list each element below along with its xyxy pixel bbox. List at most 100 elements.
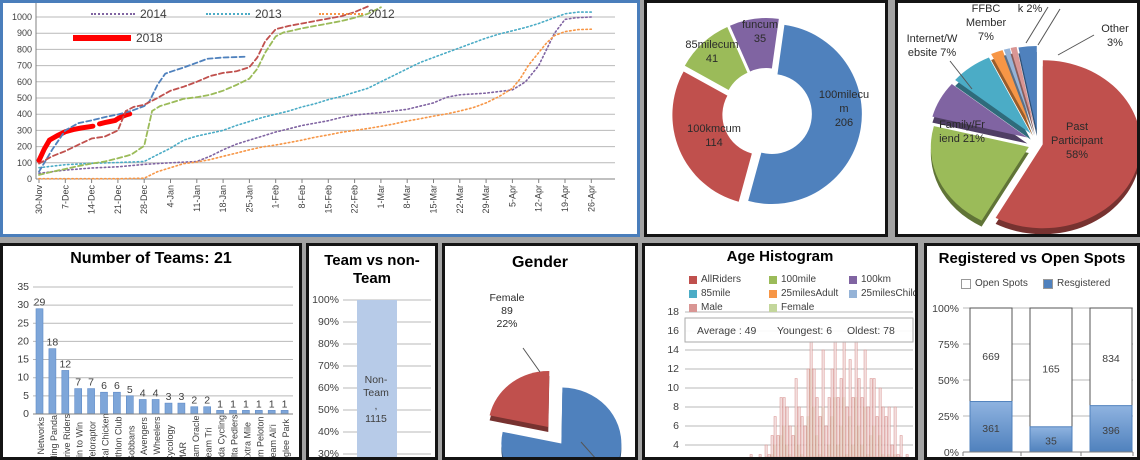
hist-bar[interactable] <box>839 378 843 458</box>
hist-bar[interactable] <box>797 406 801 457</box>
hist-bar[interactable] <box>782 397 786 458</box>
team-bar[interactable] <box>100 391 108 415</box>
hist-bar[interactable] <box>791 435 795 458</box>
hist-bar[interactable] <box>812 368 816 457</box>
team-bar[interactable] <box>35 308 44 415</box>
hist-bar[interactable] <box>776 435 780 458</box>
hist-bar[interactable] <box>803 425 807 457</box>
legend-item-Male[interactable]: Male <box>689 302 723 313</box>
team-bar[interactable] <box>151 399 160 415</box>
referral-slice-sliver[interactable] <box>1003 48 1035 130</box>
hist-bar[interactable] <box>899 435 903 458</box>
hist-bar[interactable] <box>878 387 882 457</box>
series-unlabeled-green-dashed[interactable] <box>38 6 382 176</box>
chart-referral-panel[interactable]: Past Participant 58% Family/Friend 21% Int… <box>895 0 1140 237</box>
team-bar[interactable] <box>61 370 70 415</box>
team-bar[interactable] <box>216 410 224 415</box>
legend-item-2014[interactable]: 2014 <box>91 7 167 21</box>
hist-bar[interactable] <box>758 454 762 458</box>
team-bar[interactable] <box>190 406 199 415</box>
hist-bar[interactable] <box>827 397 831 458</box>
legend-item-Open Spots[interactable]: Open Spots <box>961 278 1028 289</box>
donut-slice-funcum[interactable] <box>729 18 779 72</box>
team-bar[interactable] <box>177 402 186 415</box>
legend-item-Resgistered[interactable]: Resgistered <box>1043 278 1110 289</box>
hist-bar[interactable] <box>896 454 900 458</box>
hist-bar[interactable] <box>860 397 864 458</box>
hist-bar[interactable] <box>818 416 822 458</box>
nonteam-segment[interactable] <box>357 300 397 457</box>
team-bar[interactable] <box>255 410 263 415</box>
referral-slice-FFBC Member[interactable] <box>955 57 1031 134</box>
hist-bar[interactable] <box>845 406 849 457</box>
referral-slice-k[interactable] <box>991 50 1033 130</box>
team-bar[interactable] <box>164 402 173 415</box>
referral-slice-Internet/Website[interactable] <box>932 84 1028 138</box>
donut-slice-85milecum[interactable] <box>684 26 748 90</box>
legend-item-2013[interactable]: 2013 <box>206 7 282 21</box>
hist-bar[interactable] <box>833 340 837 458</box>
hist-bar[interactable] <box>800 416 804 458</box>
hist-bar[interactable] <box>869 378 873 458</box>
hist-bar[interactable] <box>851 397 855 458</box>
hist-bar[interactable] <box>857 378 861 458</box>
hist-bar[interactable] <box>875 416 879 458</box>
legend-item-Female[interactable]: Female <box>769 302 814 313</box>
hist-bar[interactable] <box>794 378 798 458</box>
chart-registered-panel[interactable]: Registered vs Open Spots 100% 75% 50% 25% 0%… <box>924 243 1140 460</box>
team-bar[interactable] <box>126 395 134 415</box>
legend-item-AllRiders[interactable]: AllRiders <box>689 274 741 285</box>
hist-bar[interactable] <box>815 397 819 458</box>
hist-bar[interactable] <box>809 330 813 457</box>
hist-bar[interactable] <box>863 349 867 457</box>
legend-item-100mile[interactable]: 100mile <box>769 274 816 285</box>
referral-slice-Family/Friend[interactable] <box>930 126 1029 221</box>
gender-slice-male[interactable] <box>501 387 622 457</box>
chart-registrations-panel[interactable]: 0 100 200 300 400 500 600 700 800 900 1000 30-Nov 7-… <box>0 0 640 237</box>
hist-bar[interactable] <box>830 368 834 457</box>
registered-segment[interactable] <box>1029 426 1073 453</box>
legend-item-2012[interactable]: 2012 <box>319 7 395 21</box>
hist-bar[interactable] <box>887 406 891 457</box>
hist-bar[interactable] <box>770 435 774 458</box>
chart-rider-type-panel[interactable]: 100milecum 206 100kmcum 114 85milecum 41 fu… <box>644 0 888 237</box>
legend-item-25milesAdult[interactable]: 25milesAdult <box>769 288 838 299</box>
hist-bar[interactable] <box>821 349 825 457</box>
series-2012[interactable] <box>38 28 593 180</box>
team-bar[interactable] <box>229 410 237 415</box>
legend-item-25milesChild[interactable]: 25milesChild <box>849 288 915 299</box>
team-bar[interactable] <box>267 410 276 415</box>
hist-bar[interactable] <box>881 406 885 457</box>
series-2018[interactable] <box>97 111 133 127</box>
team-bar[interactable] <box>138 399 147 415</box>
hist-bar[interactable] <box>893 406 897 457</box>
hist-bar[interactable] <box>854 340 858 458</box>
series-unlabeled-darkred-dashed[interactable] <box>38 5 369 165</box>
hist-bar[interactable] <box>890 444 894 457</box>
hist-bar[interactable] <box>779 397 783 458</box>
referral-slice-sliver[interactable] <box>1010 46 1035 130</box>
hist-bar[interactable] <box>824 425 828 457</box>
hist-bar[interactable] <box>848 359 852 458</box>
hist-bar[interactable] <box>764 444 768 457</box>
chart-teamvs-panel[interactable]: Team vs non-Team 100% 90% 80% 70% 60% 50% 40% 3… <box>306 243 438 460</box>
hist-bar[interactable] <box>749 454 753 458</box>
hist-bar[interactable] <box>905 454 909 458</box>
donut-slice-100kmcum[interactable] <box>672 71 752 202</box>
gender-slice-female[interactable] <box>489 371 550 428</box>
hist-bar[interactable] <box>884 416 888 458</box>
hist-bar[interactable] <box>872 378 876 458</box>
chart-age-panel[interactable]: Age Histogram 18 16 14 12 10 8 6 4 Average : 49 Y… <box>642 243 918 460</box>
legend-item-100km[interactable]: 100km <box>849 274 891 285</box>
team-bar[interactable] <box>48 348 57 415</box>
series-2014[interactable] <box>38 16 593 175</box>
hist-bar[interactable] <box>788 425 792 457</box>
hist-bar[interactable] <box>773 416 777 458</box>
hist-bar[interactable] <box>785 406 789 457</box>
referral-slice-Past Participant[interactable] <box>995 60 1137 229</box>
registered-segment[interactable] <box>969 401 1013 453</box>
chart-gender-panel[interactable]: Gender Female 89 22% <box>442 243 638 460</box>
legend-item-85mile[interactable]: 85mile <box>689 288 730 299</box>
hist-bar[interactable] <box>842 340 846 458</box>
team-bar[interactable] <box>113 391 121 415</box>
